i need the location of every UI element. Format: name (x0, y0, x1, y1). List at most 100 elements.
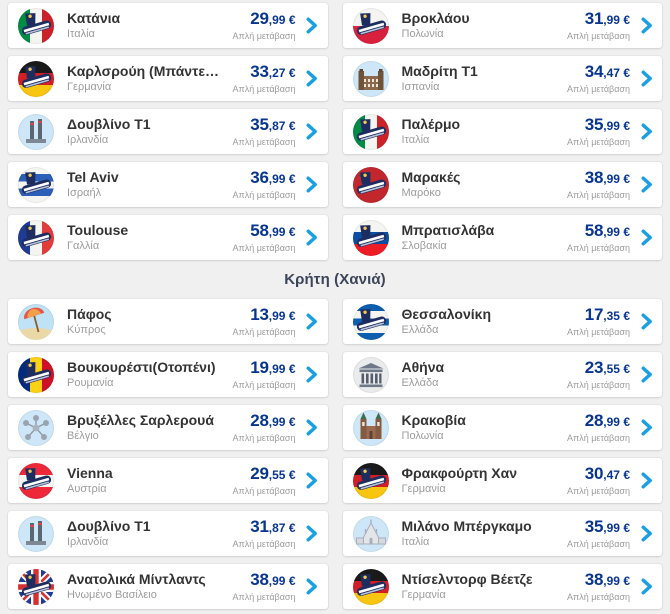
israel-flag-plane-icon (18, 166, 54, 203)
destination-card[interactable]: Πάφος Κύπρος 13,99 € Απλή μετάβαση (8, 299, 328, 344)
destination-country: Ισπανία (401, 81, 440, 93)
destination-card[interactable]: Μαδρίτη T1 Ισπανία 34,47 € Απλή μετάβαση (342, 56, 662, 101)
destination-info: Toulouse Γαλλία (67, 222, 233, 253)
price-box: 29,55 € Απλή μετάβαση (233, 465, 296, 496)
destination-card[interactable]: Βροκλάου Πολωνία 31,99 € Απλή μετάβαση (342, 3, 662, 48)
destination-country: Γαλλία (67, 240, 100, 252)
destination-city: Μαρακές (401, 169, 461, 185)
destination-card[interactable]: Δουβλίνο T1 Ιρλανδία 35,87 € Απλή μετάβαση (8, 109, 328, 154)
price: 29,99 € (233, 10, 295, 29)
price-box: 34,47 € Απλή μετάβαση (567, 63, 630, 94)
fare-grid: Κατάνια Ιταλία 29,99 € Απλή μετάβαση Βροκλάο… (8, 3, 662, 609)
price-integer: 34 (584, 62, 604, 81)
fare-type-label: Απλή μετάβαση (232, 592, 296, 602)
germany-flag-plane-icon (352, 462, 389, 499)
destination-info: Ανατολικά Μίντλαντς Ηνωμένο Βασίλειο (67, 571, 233, 602)
chevron-right-icon[interactable] (306, 578, 319, 596)
fare-type-label: Απλή μετάβαση (567, 137, 630, 147)
chevron-right-icon[interactable] (306, 229, 319, 247)
destination-country: Μαρόκο (401, 187, 441, 199)
fare-type-label: Απλή μετάβαση (567, 380, 630, 390)
price-box: 28,99 € Απλή μετάβαση (233, 412, 296, 443)
destination-city: Tel Aviv (67, 169, 119, 185)
fare-type-label: Απλή μετάβαση (567, 327, 630, 337)
chevron-right-icon[interactable] (640, 229, 653, 247)
chevron-right-icon[interactable] (640, 17, 653, 35)
destination-card[interactable]: Καρλσρούη (Μπάντεν-... Γερμανία 33,27 € Απλ… (8, 56, 328, 101)
destination-card[interactable]: Toulouse Γαλλία 58,99 € Απλή μετάβαση (8, 215, 328, 260)
chevron-right-icon[interactable] (306, 17, 319, 35)
destination-country: Ρουμανία (67, 377, 114, 389)
destination-city: Βροκλάου (401, 10, 470, 26)
chevron-right-icon[interactable] (306, 176, 319, 194)
chevron-right-icon[interactable] (640, 313, 653, 331)
destination-country: Ιταλία (401, 134, 430, 146)
chevron-right-icon[interactable] (640, 123, 653, 141)
destination-card[interactable]: Δουβλίνο T1 Ιρλανδία 31,87 € Απλή μετάβαση (8, 511, 328, 556)
destination-card[interactable]: Vienna Αυστρία 29,55 € Απλή μετάβαση (8, 458, 328, 503)
price-box: 33,27 € Απλή μετάβαση (233, 63, 296, 94)
chevron-right-icon[interactable] (640, 419, 653, 437)
destination-card[interactable]: Κατάνια Ιταλία 29,99 € Απλή μετάβαση (8, 3, 328, 48)
destination-city: Δουβλίνο T1 (67, 518, 151, 534)
chevron-right-icon[interactable] (306, 70, 319, 88)
fare-type-label: Απλή μετάβαση (232, 31, 296, 41)
chevron-right-icon[interactable] (306, 366, 319, 384)
destination-card[interactable]: Μπρατισλάβα Σλοβακία 58,99 € Απλή μετάβαση (342, 215, 662, 260)
price: 58,99 € (233, 222, 295, 241)
destination-card[interactable]: Μαρακές Μαρόκο 38,99 € Απλή μετάβαση (342, 162, 662, 207)
price: 35,99 € (567, 116, 630, 135)
fare-type-label: Απλή μετάβαση (232, 137, 296, 147)
destination-city: Μαδρίτη T1 (401, 63, 478, 79)
price-box: 17,35 € Απλή μετάβαση (567, 306, 630, 337)
chevron-right-icon[interactable] (306, 525, 319, 543)
destination-card[interactable]: Ανατολικά Μίντλαντς Ηνωμένο Βασίλειο 38,99… (8, 564, 328, 609)
chevron-right-icon[interactable] (306, 313, 319, 331)
chevron-right-icon[interactable] (306, 123, 319, 141)
destination-card[interactable]: Θεσσαλονίκη Ελλάδα 17,35 € Απλή μετάβαση (342, 299, 662, 344)
destination-country: Πολωνία (401, 28, 444, 40)
destination-info: Μπρατισλάβα Σλοβακία (402, 222, 568, 253)
destination-info: Φρακφούρτη Χαν Γερμανία (402, 465, 568, 496)
chevron-right-icon[interactable] (640, 366, 653, 384)
fare-type-label: Απλή μετάβαση (232, 433, 296, 443)
destination-city: Θεσσαλονίκη (401, 306, 492, 322)
destination-card[interactable]: Μιλάνο Μπέργκαμο Ιταλία 35,99 € Απλή μετάβα… (342, 511, 662, 556)
price: 34,47 € (567, 63, 630, 82)
destination-country: Πολωνία (401, 430, 444, 442)
atomium-icon (18, 409, 54, 446)
price-integer: 35 (584, 517, 604, 536)
france-flag-plane-icon (18, 219, 54, 256)
destination-country: Κύπρος (67, 324, 106, 336)
price-box: 13,99 € Απλή μετάβαση (233, 306, 296, 337)
destination-card[interactable]: Βρυξέλλες Σαρλερουά Βέλγιο 28,99 € Απλή μετ… (8, 405, 328, 450)
price-box: 28,99 € Απλή μετάβαση (567, 412, 630, 443)
destination-city: Ντίσελντορφ Βέετζε (401, 571, 533, 587)
price-decimals: ,99 € (268, 172, 296, 186)
price-integer: 13 (250, 305, 269, 324)
chevron-right-icon[interactable] (640, 578, 653, 596)
destination-card[interactable]: Φρακφούρτη Χαν Γερμανία 30,47 € Απλή μετάβα… (342, 458, 662, 503)
destination-country: Σλοβακία (401, 240, 447, 252)
destination-country: Ελλάδα (401, 377, 439, 389)
chevron-right-icon[interactable] (640, 525, 653, 543)
destination-card[interactable]: Κρακοβία Πολωνία 28,99 € Απλή μετάβαση (342, 405, 662, 450)
chevron-right-icon[interactable] (306, 472, 319, 490)
destination-city: Κρακοβία (401, 412, 466, 428)
price: 13,99 € (233, 305, 295, 325)
destination-card[interactable]: Tel Aviv Ισραήλ 36,99 € Απλή μετάβαση (8, 162, 328, 207)
chevron-right-icon[interactable] (640, 472, 653, 490)
destination-city: Βρυξέλλες Σαρλερουά (67, 412, 214, 428)
chevron-right-icon[interactable] (640, 70, 653, 88)
price-integer: 29 (250, 464, 269, 483)
destination-card[interactable]: Ντίσελντορφ Βέετζε Γερμανία 38,99 € Απλή με… (342, 564, 662, 609)
destination-info: Vienna Αυστρία (67, 465, 233, 496)
destination-card[interactable]: Βουκουρέστι(Οτοπένι) Ρουμανία 19,99 € Απλή … (8, 352, 328, 397)
price-integer: 33 (250, 62, 269, 81)
destination-card[interactable]: Παλέρμο Ιταλία 35,99 € Απλή μετάβαση (342, 109, 662, 154)
destination-city: Ανατολικά Μίντλαντς (67, 571, 206, 587)
destination-info: Θεσσαλονίκη Ελλάδα (402, 306, 568, 337)
chevron-right-icon[interactable] (640, 176, 653, 194)
chevron-right-icon[interactable] (306, 419, 319, 437)
destination-card[interactable]: Αθήνα Ελλάδα 23,55 € Απλή μετάβαση (342, 352, 662, 397)
